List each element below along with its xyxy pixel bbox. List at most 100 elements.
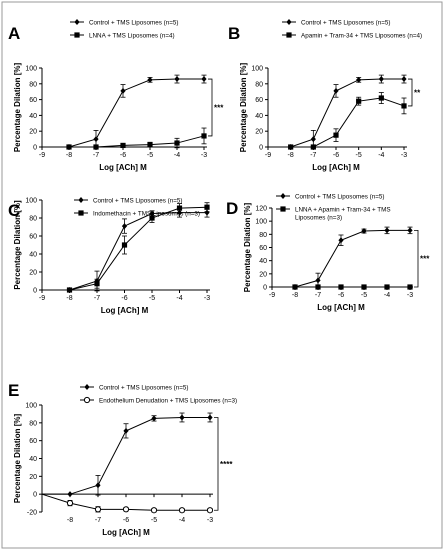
legend-swatch-marker [280,206,286,212]
data-point [149,215,155,221]
x-tick-label: -4 [378,152,384,159]
data-point [201,76,207,83]
panel-letter-b: B [228,24,240,43]
legend-label: Indomethacin + TMS Liposomes (n=3) [93,210,200,217]
significance-bracket [214,417,219,511]
data-point [66,499,74,507]
y-tick-label: 0 [33,288,37,295]
data-point [67,491,73,498]
y-tick-label: 60 [29,97,37,104]
x-axis-label: Log [ACh] M [312,163,360,172]
data-point [147,76,153,83]
data-point [401,76,407,83]
significance-bracket [414,229,419,288]
y-tick-label: 100 [25,403,37,410]
legend: Control + TMS Liposomes (n=5) LNNA + Apam… [276,193,391,221]
significance-bracket [408,78,413,107]
data-point [121,242,128,248]
data-point [147,142,153,148]
y-tick-label: 20 [259,271,267,278]
legend-swatch-marker [286,32,292,38]
y-tick-label: 80 [259,232,267,239]
y-tick-label: 80 [29,420,37,427]
legend-label: Apamin + Tram-34 + TMS Liposomes (n=4) [301,32,422,39]
legend-label: Control + TMS Liposomes (n=5) [301,19,390,26]
data-point [315,277,321,284]
y-tick-label: 60 [29,438,37,445]
x-tick-label: -4 [176,295,182,302]
panel-a: A 0 20 40 60 80 100 -9 -8 -7 -6 -5 -4 -3 Log [ACh] M Pe… [8,19,224,172]
legend-swatch-marker [84,384,90,390]
y-tick-label: 100 [251,66,263,73]
x-tick-label: -7 [315,292,321,299]
legend-swatch-marker [286,19,292,25]
legend-label: LNNA + TMS Liposomes (n=4) [89,32,175,39]
y-tick-label: 0 [33,492,37,499]
data-point [356,98,362,104]
y-tick-label: 80 [29,216,37,223]
legend-label: Control + TMS Liposomes (n=5) [93,197,182,204]
x-tick-label: -5 [361,292,367,299]
legend-label: LNNA + Apamin + Tram-34 + TMS [295,206,391,213]
x-tick-label: -8 [288,152,294,159]
panels: A 0 20 40 60 80 100 -9 -8 -7 -6 -5 -4 -3 Log [ACh] M Pe… [8,19,430,537]
x-tick-label: -6 [333,152,339,159]
legend-label: Liposomes (n=3) [295,214,342,221]
y-tick-label: -20 [27,510,37,517]
y-tick-label: 60 [29,234,37,241]
data-point [95,482,101,489]
x-tick-label: -5 [147,152,153,159]
x-axis-label: Log [ACh] M [101,306,149,315]
data-point [150,507,158,514]
significance-label: *** [420,255,430,264]
legend-swatch-marker [74,32,80,38]
x-tick-label: -9 [39,295,45,302]
series-2 [41,493,214,514]
x-axis-label: Log [ACh] M [102,528,150,537]
data-point [401,103,407,109]
x-tick-label: -6 [123,517,129,524]
y-axis-label: Percentage Dilation [%] [13,413,22,503]
data-point [121,223,128,230]
legend-swatch-marker [280,193,286,199]
data-point [201,133,207,139]
y-tick-label: 40 [29,252,37,259]
data-point [120,87,126,94]
data-point [66,287,73,293]
y-axis-label: Percentage Dilation [%] [243,202,252,292]
x-tick-label: -9 [269,292,275,299]
series-1 [42,412,213,498]
y-tick-label: 40 [29,456,37,463]
panel-e: E -20 0 20 40 60 80 100 -8 -7 -6 -5 -4 -3 Log [ACh] M P… [8,381,237,537]
y-tick-label: 20 [29,270,37,277]
y-tick-label: 100 [255,219,267,226]
data-point [122,506,130,513]
data-point [288,144,294,150]
data-point [384,227,390,234]
x-tick-label: -6 [120,152,126,159]
data-point [179,414,185,421]
y-tick-label: 0 [33,145,37,152]
legend-swatch-marker [83,396,91,404]
legend-label: Control + TMS Liposomes (n=5) [295,193,384,200]
significance-bracket [208,78,213,137]
panel-b: B 0 20 40 60 80 100 -9 -8 -7 -6 -5 -4 -3 Log [ACh] M Pe… [228,19,422,172]
legend-swatch-marker [78,210,84,216]
x-tick-label: -5 [356,152,362,159]
data-point [338,284,344,290]
data-point [407,284,413,290]
x-tick-label: -8 [292,292,298,299]
x-tick-label: -7 [93,152,99,159]
x-tick-label: -4 [384,292,390,299]
y-tick-label: 80 [29,81,37,88]
data-point [361,228,367,235]
data-point [356,76,362,83]
x-tick-label: -3 [207,517,213,524]
y-tick-label: 100 [25,198,37,205]
x-tick-label: -3 [201,152,207,159]
panel-letter-e: E [8,381,19,400]
x-axis-label: Log [ACh] M [317,303,365,312]
x-tick-label: -8 [66,295,72,302]
significance-label: ** [414,88,421,97]
